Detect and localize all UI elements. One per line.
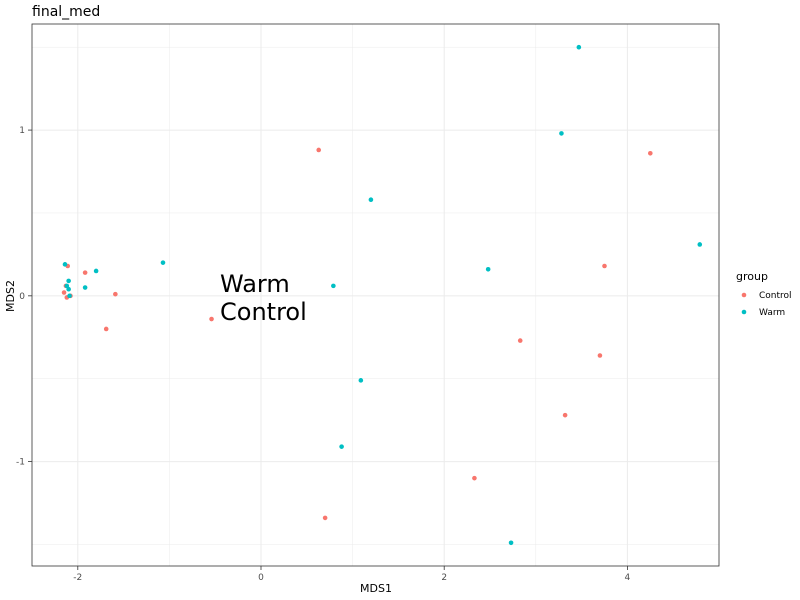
data-points (61, 44, 703, 546)
point-warm (331, 283, 336, 289)
point-warm (66, 286, 71, 292)
grid-lines (32, 24, 719, 566)
legend-title: group (736, 270, 768, 283)
legend-items: Control Warm (741, 291, 792, 318)
x-axis-title: MDS1 (360, 582, 392, 595)
point-warm (339, 444, 344, 449)
point-warm (93, 268, 99, 274)
plot-border (31, 23, 720, 567)
point-warm (358, 378, 364, 383)
point-control (648, 150, 653, 156)
legend: group Control Warm (736, 270, 792, 318)
point-control (103, 326, 109, 332)
plot-background (32, 24, 719, 566)
y-tick-label: 0 (19, 292, 25, 302)
point-control (602, 263, 607, 269)
point-control (472, 475, 477, 481)
point-control (322, 515, 328, 521)
point-warm (508, 540, 514, 546)
point-warm (62, 262, 68, 267)
point-control (209, 316, 214, 322)
x-tick-label: 4 (625, 573, 631, 583)
legend-key-warm (741, 309, 747, 315)
legend-key-control (741, 292, 747, 298)
y-tick-label: -1 (16, 458, 25, 468)
point-warm (697, 242, 703, 247)
point-control (82, 270, 88, 275)
point-warm (66, 278, 71, 284)
point-warm (576, 44, 582, 50)
point-control (562, 412, 568, 418)
axis-ticks: -2 0 2 4 -1 0 1 (16, 126, 631, 583)
point-warm (82, 285, 88, 290)
y-axis-title: MDS2 (4, 280, 17, 312)
x-tick-label: 0 (258, 573, 264, 583)
x-tick-label: -2 (73, 573, 82, 583)
point-control (113, 291, 118, 297)
point-warm (160, 260, 166, 265)
point-control (517, 338, 523, 343)
y-tick-label: 1 (19, 126, 25, 136)
chart-title: final_med (32, 4, 100, 20)
annotation-warm: Warm (220, 270, 290, 298)
point-control (597, 353, 603, 358)
point-control (316, 147, 322, 153)
legend-label-warm: Warm (759, 308, 785, 318)
point-warm (368, 197, 374, 202)
annotation-control: Control (220, 298, 307, 326)
point-control (61, 290, 67, 295)
point-warm (67, 293, 72, 299)
point-warm (485, 267, 491, 272)
legend-label-control: Control (759, 291, 792, 301)
x-tick-label: 2 (441, 573, 447, 583)
point-warm (559, 131, 564, 136)
